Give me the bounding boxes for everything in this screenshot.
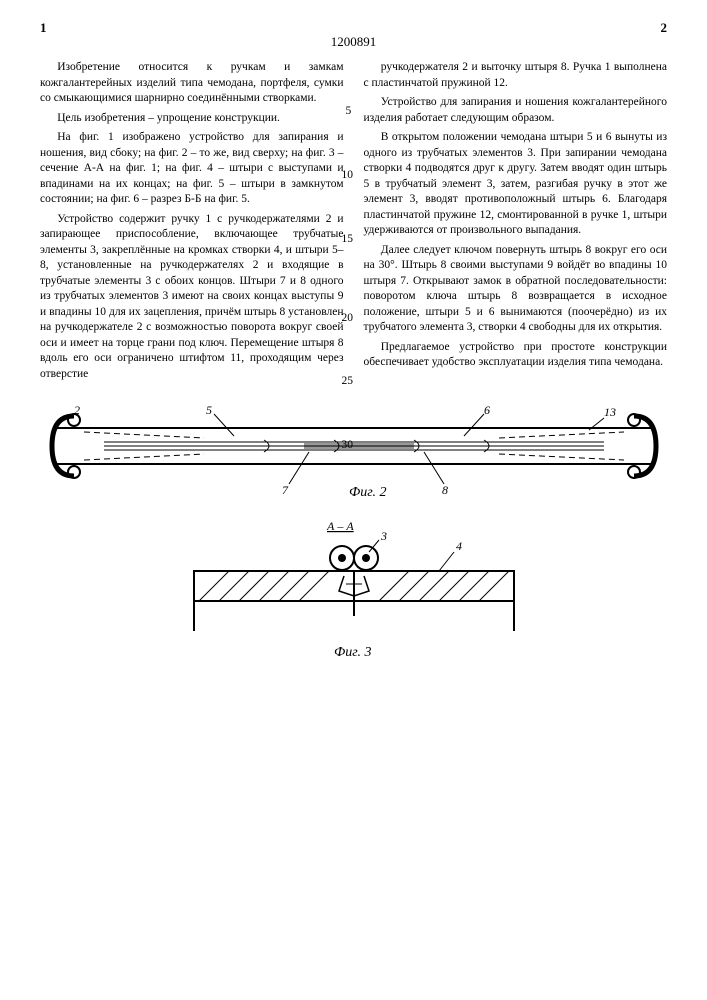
figure-2: 2 5 6 7 8 13 Фиг. 2: [40, 406, 667, 501]
text-columns: Изобретение относится к ручкам и замкам …: [40, 60, 667, 386]
ref-4: 4: [456, 539, 462, 553]
fig2-label: Фиг. 2: [349, 485, 387, 500]
figure-3-svg: А – А: [164, 516, 544, 666]
ref-5: 5: [206, 406, 212, 417]
para: Цель изобретения – упрощение конструкции…: [40, 111, 344, 127]
column-left: Изобретение относится к ручкам и замкам …: [40, 60, 344, 386]
para: Далее следует ключом повернуть штырь 8 в…: [364, 243, 668, 336]
para: ручкодержателя 2 и выточку штыря 8. Ручк…: [364, 60, 668, 91]
column-right: 5 10 15 20 25 30 ручкодержателя 2 и выто…: [364, 60, 668, 386]
para: Устройство содержит ручку 1 с ручкодержа…: [40, 212, 344, 383]
section-label: А – А: [326, 519, 354, 533]
line-number: 10: [342, 168, 354, 184]
line-number: 15: [342, 232, 354, 248]
fig3-label: Фиг. 3: [334, 645, 372, 660]
para: Изобретение относится к ручкам и замкам …: [40, 60, 344, 107]
line-number: 30: [342, 438, 354, 454]
page-num-left: 1: [40, 20, 47, 36]
ref-2: 2: [74, 406, 80, 417]
page-num-right: 2: [661, 20, 668, 36]
line-number: 5: [346, 104, 352, 120]
para: Устройство для запирания и ношения кожга…: [364, 95, 668, 126]
para: Предлагаемое устройство при простоте кон…: [364, 340, 668, 371]
figures: 2 5 6 7 8 13 Фиг. 2 А – А: [40, 406, 667, 666]
ref-8: 8: [442, 483, 448, 497]
figure-3: А – А: [40, 516, 667, 666]
ref-13: 13: [604, 406, 616, 419]
doc-number: 1200891: [40, 34, 667, 50]
para: На фиг. 1 изображено устройство для запи…: [40, 130, 344, 208]
ref-6: 6: [484, 406, 490, 417]
ref-3: 3: [380, 529, 387, 543]
line-number: 25: [342, 374, 354, 390]
para: В открытом положении чемодана штыри 5 и …: [364, 130, 668, 239]
page: 1 2 1200891 Изобретение относится к ручк…: [0, 0, 707, 1000]
ref-7: 7: [282, 483, 289, 497]
figure-2-svg: 2 5 6 7 8 13 Фиг. 2: [44, 406, 664, 501]
line-number: 20: [342, 311, 354, 327]
